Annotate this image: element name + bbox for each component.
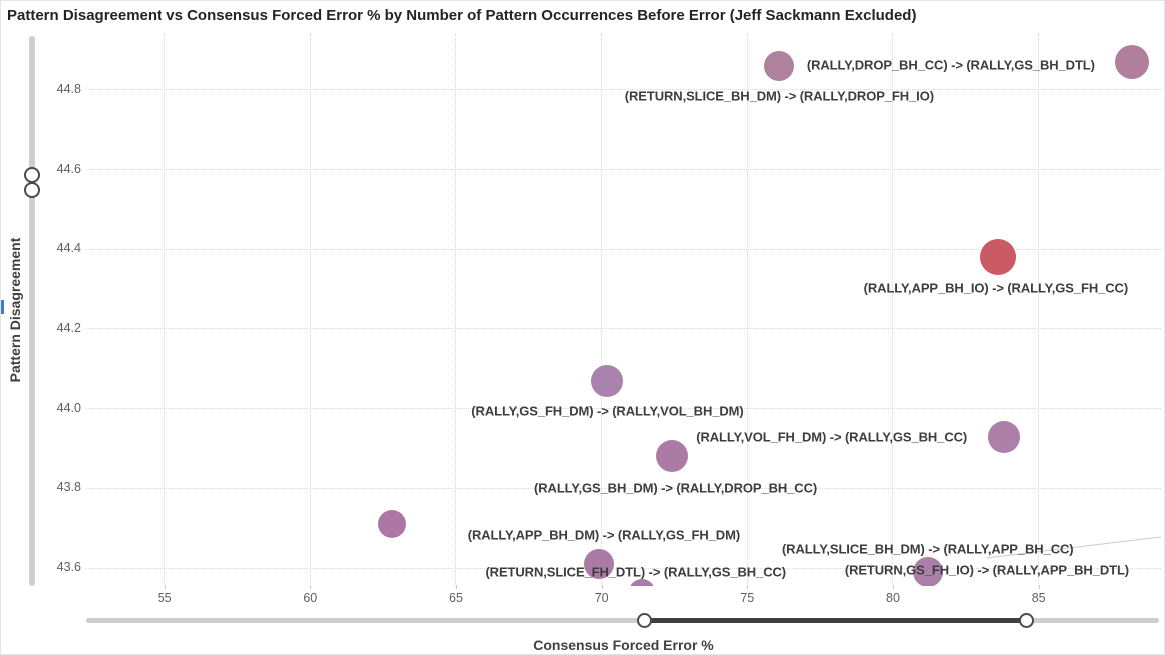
x-axis-tickmark [310,585,312,589]
y-axis-title: Pattern Disagreement [7,237,23,383]
y-axis-tick-label: 44.2 [56,320,81,335]
scatter-point[interactable] [377,510,406,539]
scatter-point[interactable] [629,578,656,586]
x-axis-tickmark [601,585,603,589]
x-axis-zoom-slider-track[interactable] [86,618,1159,623]
label-leader-line [985,536,1161,559]
scatter-point[interactable] [764,50,795,81]
gridline-horizontal [86,248,1161,250]
x-axis-tick-label: 70 [594,591,609,605]
y-axis-tick-label: 44.0 [56,400,81,415]
point-label: (RALLY,GS_FH_DM) -> (RALLY,VOL_BH_DM) [471,403,744,419]
point-label: (RALLY,SLICE_BH_DM) -> (RALLY,APP_BH_CC) [781,541,1074,557]
x-axis-tickmark [164,585,166,589]
x-axis-tick-label: 60 [303,591,318,605]
y-axis-tick-label: 44.8 [56,81,81,96]
point-label: (RALLY,DROP_BH_CC) -> (RALLY,GS_BH_DTL) [806,57,1095,73]
x-axis-title: Consensus Forced Error % [533,637,714,653]
x-axis-tickmark [747,585,749,589]
gridline-vertical [746,34,748,586]
y-axis-zoom-slider-track[interactable] [29,36,35,586]
scatter-point[interactable] [591,364,624,397]
y-axis-tick-label: 44.6 [56,161,81,176]
gridline-vertical [601,34,603,586]
gridline-horizontal [86,567,1161,569]
chart-title: Pattern Disagreement vs Consensus Forced… [7,7,917,24]
gridline-horizontal [86,169,1161,170]
gridline-vertical [892,34,894,586]
plot-area: (RETURN,SLICE_BH_DM) -> (RALLY,DROP_FH_I… [86,34,1161,586]
gridline-vertical [164,34,166,586]
point-label: (RALLY,APP_BH_IO) -> (RALLY,GS_FH_CC) [863,280,1129,296]
scatter-point[interactable] [1114,44,1149,79]
gridline-vertical [1038,34,1040,586]
point-label: (RALLY,APP_BH_DM) -> (RALLY,GS_FH_DM) [467,527,741,543]
x-axis-tickmark [1038,585,1040,589]
x-axis-tick-label: 65 [449,591,463,605]
gridline-vertical [455,34,457,586]
y-axis-tick-label: 43.8 [56,480,81,495]
scatter-point[interactable] [583,549,614,580]
scatter-point[interactable] [912,557,943,586]
point-label: (RETURN,SLICE_FH_DTL) -> (RALLY,GS_BH_CC… [485,564,787,580]
x-axis-tickmark [892,585,894,589]
gridline-horizontal [86,408,1161,410]
gridline-horizontal [86,487,1161,489]
x-axis-tick-label: 55 [157,591,172,605]
scatter-point[interactable] [987,420,1020,453]
point-label: (RETURN,SLICE_BH_DM) -> (RALLY,DROP_FH_I… [624,88,934,104]
scatter-point[interactable] [655,440,688,473]
gridline-horizontal [86,328,1161,330]
x-axis-zoom-slider-selected-range[interactable] [644,618,1026,623]
x-axis-zoom-slider-handle-left[interactable] [637,613,652,628]
gridline-horizontal [86,89,1161,91]
left-edge-accent [1,300,4,314]
y-axis-zoom-slider-handle-bottom[interactable] [24,182,40,198]
x-axis-zoom-slider-handle-right[interactable] [1019,613,1034,628]
point-label: (RETURN,GS_FH_IO) -> (RALLY,APP_BH_DTL) [844,562,1130,578]
y-axis-tick-label: 43.6 [56,560,81,575]
x-axis-tick-label: 75 [740,591,755,605]
x-axis-tick-label: 85 [1031,591,1046,605]
gridline-vertical [309,34,311,586]
point-label: (RALLY,VOL_FH_DM) -> (RALLY,GS_BH_CC) [696,429,968,445]
point-label: (RALLY,GS_BH_DM) -> (RALLY,DROP_BH_CC) [534,480,818,496]
y-axis-tick-label: 44.4 [56,241,81,256]
scatter-point[interactable] [979,239,1016,276]
x-axis-tick-label: 80 [886,591,900,605]
x-axis-tickmark [455,585,457,589]
